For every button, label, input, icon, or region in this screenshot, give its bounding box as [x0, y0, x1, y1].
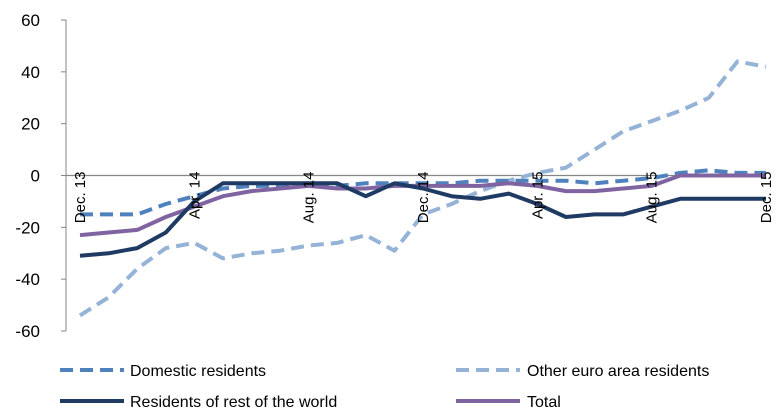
y-tick-label: -40 [15, 270, 40, 289]
x-tick-label: Dec. 13 [72, 172, 89, 224]
legend-label-other-euro-area-residents: Other euro area residents [527, 363, 709, 380]
x-tick-label: Aug. 15 [644, 172, 661, 224]
series-group [78, 59, 767, 318]
y-tick-label: -60 [15, 322, 40, 341]
series-line-other-euro-area-residents [78, 59, 767, 318]
y-tick-label: 20 [21, 115, 40, 134]
x-tick-label: Aug. 14 [301, 172, 318, 224]
x-tick-label: Dec. 14 [415, 172, 432, 224]
x-tick-label: Apr. 15 [529, 172, 546, 220]
y-tick-label: 0 [31, 167, 40, 186]
series-line-domestic-residents [80, 168, 766, 217]
legend-label-residents-of-rest-of-the-world: Residents of rest of the world [130, 394, 337, 408]
legend-label-domestic-residents: Domestic residents [130, 363, 266, 380]
y-tick-label: 40 [21, 63, 40, 82]
y-axis: 60 40 20 0 -20 -40 -60 [15, 11, 67, 341]
series-line-residents-of-rest-of-the-world [79, 181, 766, 258]
series-line-total [79, 173, 766, 238]
x-tick-label: Dec. 15 [758, 172, 775, 224]
legend-label-total: Total [527, 394, 561, 408]
y-tick-label: 60 [21, 11, 40, 30]
x-tick-label: Apr. 14 [186, 172, 203, 220]
x-axis-tick-labels: Dec. 13 Apr. 14 Aug. 14 Dec. 14 Apr. 15 Aug. … [72, 172, 775, 224]
y-tick-label: -20 [15, 218, 40, 237]
legend: Domestic residents Other euro area reside… [60, 363, 709, 408]
